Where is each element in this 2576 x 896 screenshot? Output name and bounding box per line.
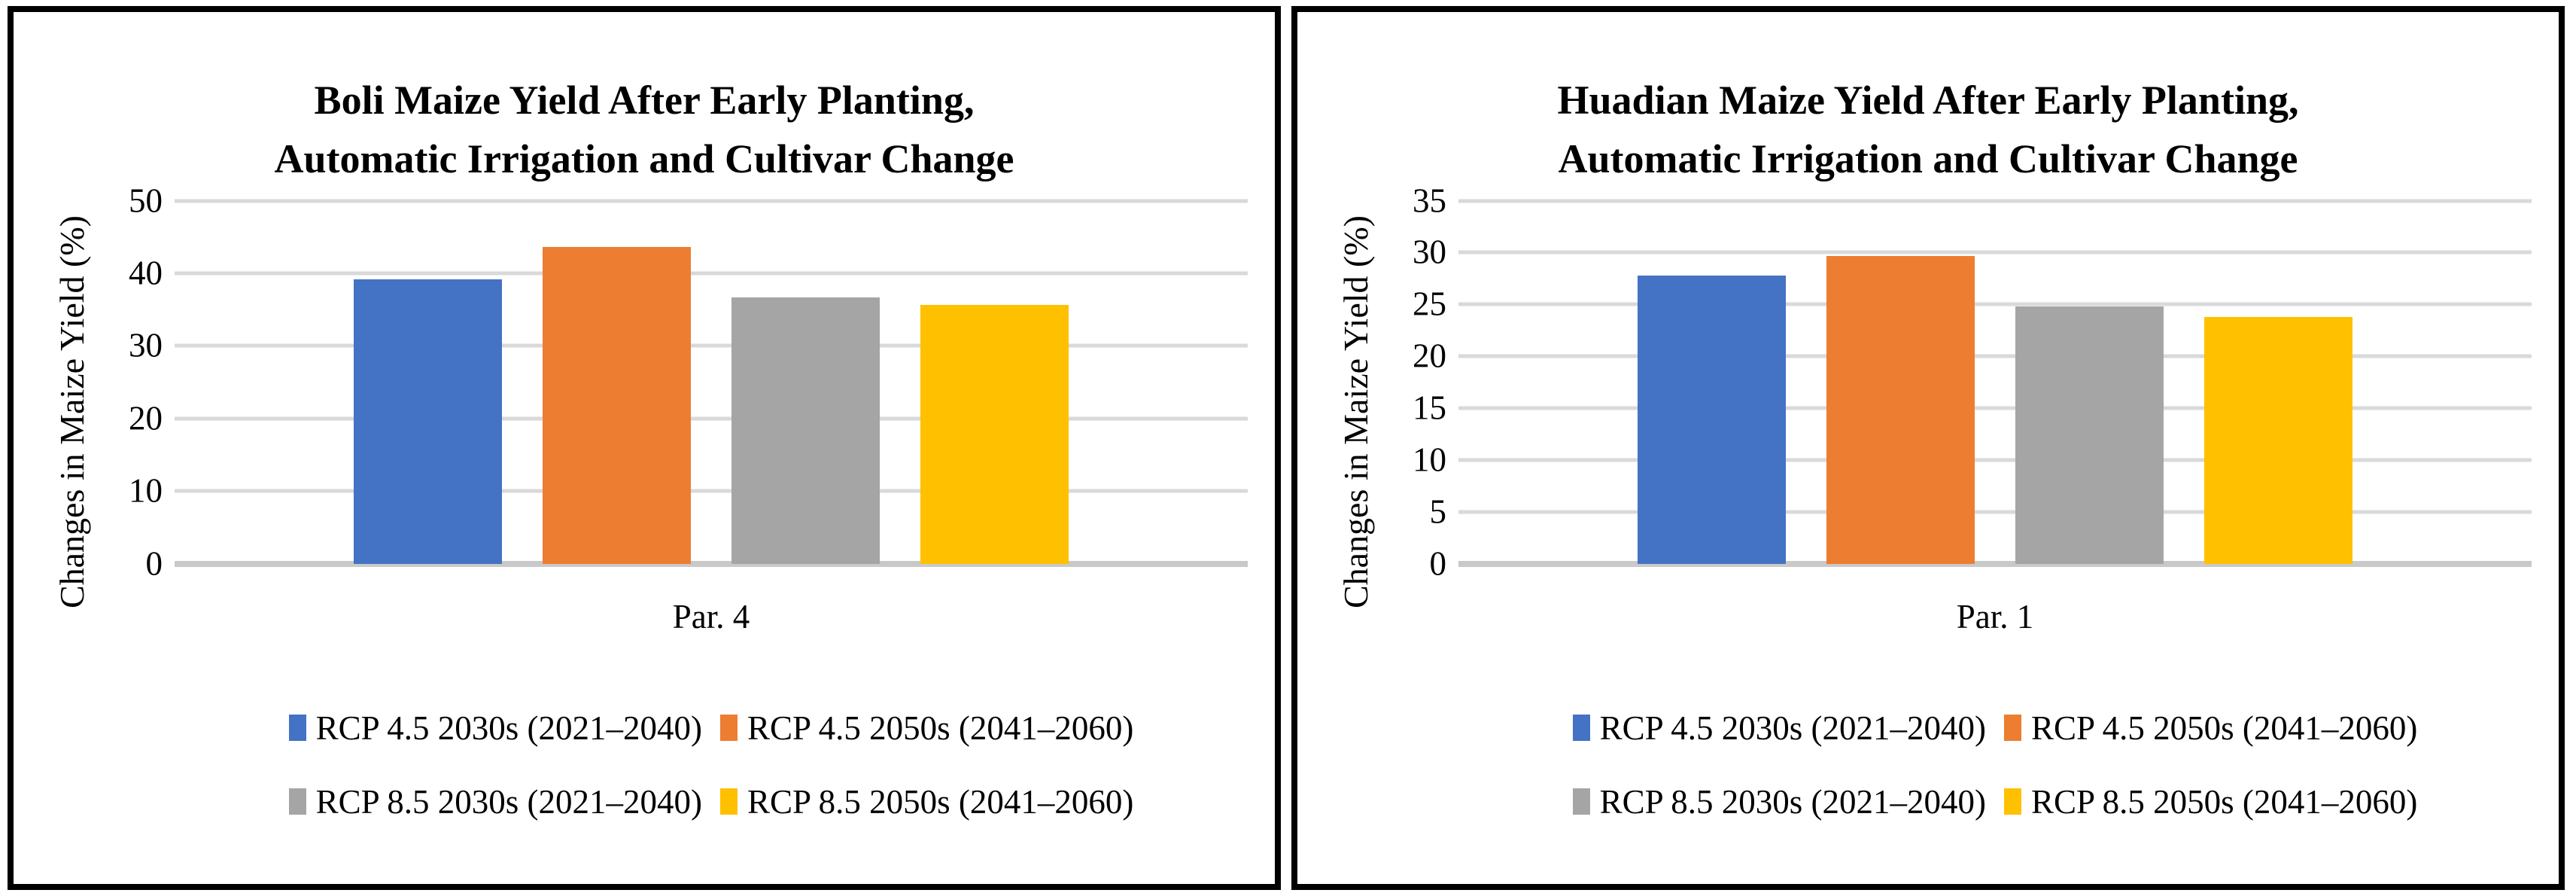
gridline: [175, 343, 1248, 348]
legend-marker-icon: [1572, 788, 1590, 815]
x-axis-category-label: Par. 4: [672, 597, 750, 635]
legend: RCP 4.5 2030s (2021–2040) RCP 4.5 2050s (…: [175, 709, 1248, 821]
y-tick-label: 20: [129, 399, 163, 437]
gridline: [1458, 510, 2532, 514]
legend-marker-icon: [1572, 715, 1590, 742]
bar-RCP 8.5 2030s (2021–2040): [2015, 306, 2164, 564]
plot-column: Par. 4 RCP 4.5 2030s (2021–2040) RCP 4.5 …: [175, 199, 1248, 821]
legend-marker-icon: [288, 788, 306, 815]
y-tick-label: 5: [1429, 492, 1447, 531]
legend-item: RCP 8.5 2050s (2041–2060): [720, 782, 1133, 821]
legend-label: RCP 4.5 2050s (2041–2060): [2031, 709, 2418, 747]
plot-area: [175, 199, 1248, 567]
plot-column: Par. 1 RCP 4.5 2030s (2021–2040) RCP 4.5 …: [1458, 199, 2532, 821]
bar-RCP 4.5 2050s (2041–2060): [543, 247, 691, 564]
gridline: [175, 271, 1248, 276]
x-axis-line: [1458, 560, 2532, 567]
y-axis-title: Changes in Maize Yield (%): [1336, 215, 1375, 608]
chart-title: Huadian Maize Yield After Early Planting…: [1297, 71, 2559, 189]
legend-item: RCP 4.5 2030s (2021–2040): [288, 709, 702, 748]
bar-RCP 8.5 2030s (2021–2040): [731, 297, 880, 564]
y-axis-title: Changes in Maize Yield (%): [52, 215, 91, 608]
bar-group: [1458, 201, 2532, 564]
legend-label: RCP 8.5 2050s (2041–2060): [2031, 782, 2418, 821]
gridline: [1458, 354, 2532, 358]
legend-item: RCP 4.5 2030s (2021–2040): [1572, 709, 1986, 748]
chart-body: Changes in Maize Yield (%) 0 5 10 15 20 25 30 3…: [1297, 184, 2559, 821]
chart-body: Changes in Maize Yield (%) 0 10 20 30 40 50 P…: [14, 184, 1275, 821]
y-tick-label: 10: [1413, 440, 1446, 479]
chart-panel-boli: Boli Maize Yield After Early Planting, A…: [8, 6, 1281, 890]
legend: RCP 4.5 2030s (2021–2040) RCP 4.5 2050s (…: [1458, 709, 2532, 821]
chart-title-line-1: Huadian Maize Yield After Early Planting…: [1557, 78, 2299, 123]
y-tick-label: 30: [129, 326, 163, 364]
gridline: [175, 416, 1248, 421]
y-axis-title-column: Changes in Maize Yield (%): [1323, 201, 1388, 623]
legend-item: RCP 8.5 2030s (2021–2040): [1572, 782, 1986, 821]
legend-row: RCP 4.5 2030s (2021–2040) RCP 4.5 2050s (…: [1572, 709, 2417, 748]
legend-label: RCP 4.5 2050s (2041–2060): [747, 709, 1134, 747]
y-axis-ticks: 0 5 10 15 20 25 30 35: [1388, 184, 1458, 581]
y-axis-title-column: Changes in Maize Yield (%): [39, 201, 104, 623]
bar-RCP 8.5 2050s (2041–2060): [2204, 316, 2352, 564]
gridline: [1458, 458, 2532, 462]
legend-item: RCP 4.5 2050s (2041–2060): [2004, 709, 2417, 748]
y-tick-label: 50: [129, 181, 163, 220]
y-tick-label: 0: [1429, 544, 1447, 583]
legend-label: RCP 4.5 2030s (2021–2040): [315, 709, 702, 747]
chart-title-line-2: Automatic Irrigation and Cultivar Change: [274, 136, 1014, 182]
gridline: [1458, 199, 2532, 203]
legend-marker-icon: [720, 715, 738, 742]
y-tick-label: 0: [145, 544, 163, 583]
x-axis-category-label: Par. 1: [1956, 597, 2034, 635]
plot-area: [1458, 199, 2532, 567]
gridline: [175, 489, 1248, 493]
legend-label: RCP 8.5 2030s (2021–2040): [315, 782, 702, 821]
x-axis-line: [175, 560, 1248, 567]
bar-group: [175, 201, 1248, 564]
legend-item: RCP 4.5 2050s (2041–2060): [720, 709, 1133, 748]
chart-title: Boli Maize Yield After Early Planting, A…: [14, 71, 1275, 189]
legend-marker-icon: [2004, 788, 2021, 815]
y-tick-label: 10: [129, 471, 163, 510]
gridline: [1458, 250, 2532, 254]
chart-title-line-2: Automatic Irrigation and Cultivar Change: [1558, 136, 2298, 182]
gridline: [175, 199, 1248, 203]
chart-panel-huadian: Huadian Maize Yield After Early Planting…: [1291, 6, 2565, 890]
y-tick-label: 15: [1413, 389, 1446, 427]
gridline: [1458, 302, 2532, 306]
y-tick-label: 20: [1413, 337, 1446, 375]
y-tick-label: 30: [1413, 233, 1446, 271]
legend-marker-icon: [288, 715, 306, 742]
legend-label: RCP 4.5 2030s (2021–2040): [1599, 709, 1986, 747]
legend-row: RCP 4.5 2030s (2021–2040) RCP 4.5 2050s (…: [288, 709, 1133, 748]
legend-marker-icon: [2004, 715, 2021, 742]
bar-RCP 4.5 2050s (2041–2060): [1826, 255, 1975, 564]
y-tick-label: 35: [1413, 181, 1446, 220]
y-tick-label: 40: [129, 254, 163, 292]
legend-marker-icon: [720, 788, 738, 815]
legend-row: RCP 8.5 2030s (2021–2040) RCP 8.5 2050s (…: [1572, 782, 2417, 821]
legend-item: RCP 8.5 2050s (2041–2060): [2004, 782, 2417, 821]
gridline: [1458, 406, 2532, 410]
legend-label: RCP 8.5 2030s (2021–2040): [1599, 782, 1986, 821]
y-axis-ticks: 0 10 20 30 40 50: [104, 184, 175, 581]
chart-title-line-1: Boli Maize Yield After Early Planting,: [314, 78, 975, 123]
legend-row: RCP 8.5 2030s (2021–2040) RCP 8.5 2050s (…: [288, 782, 1133, 821]
legend-label: RCP 8.5 2050s (2041–2060): [747, 782, 1134, 821]
bar-RCP 4.5 2030s (2021–2040): [354, 279, 502, 564]
bar-RCP 4.5 2030s (2021–2040): [1638, 275, 1786, 564]
legend-item: RCP 8.5 2030s (2021–2040): [288, 782, 702, 821]
y-tick-label: 25: [1413, 285, 1446, 323]
bar-RCP 8.5 2050s (2041–2060): [920, 305, 1069, 564]
